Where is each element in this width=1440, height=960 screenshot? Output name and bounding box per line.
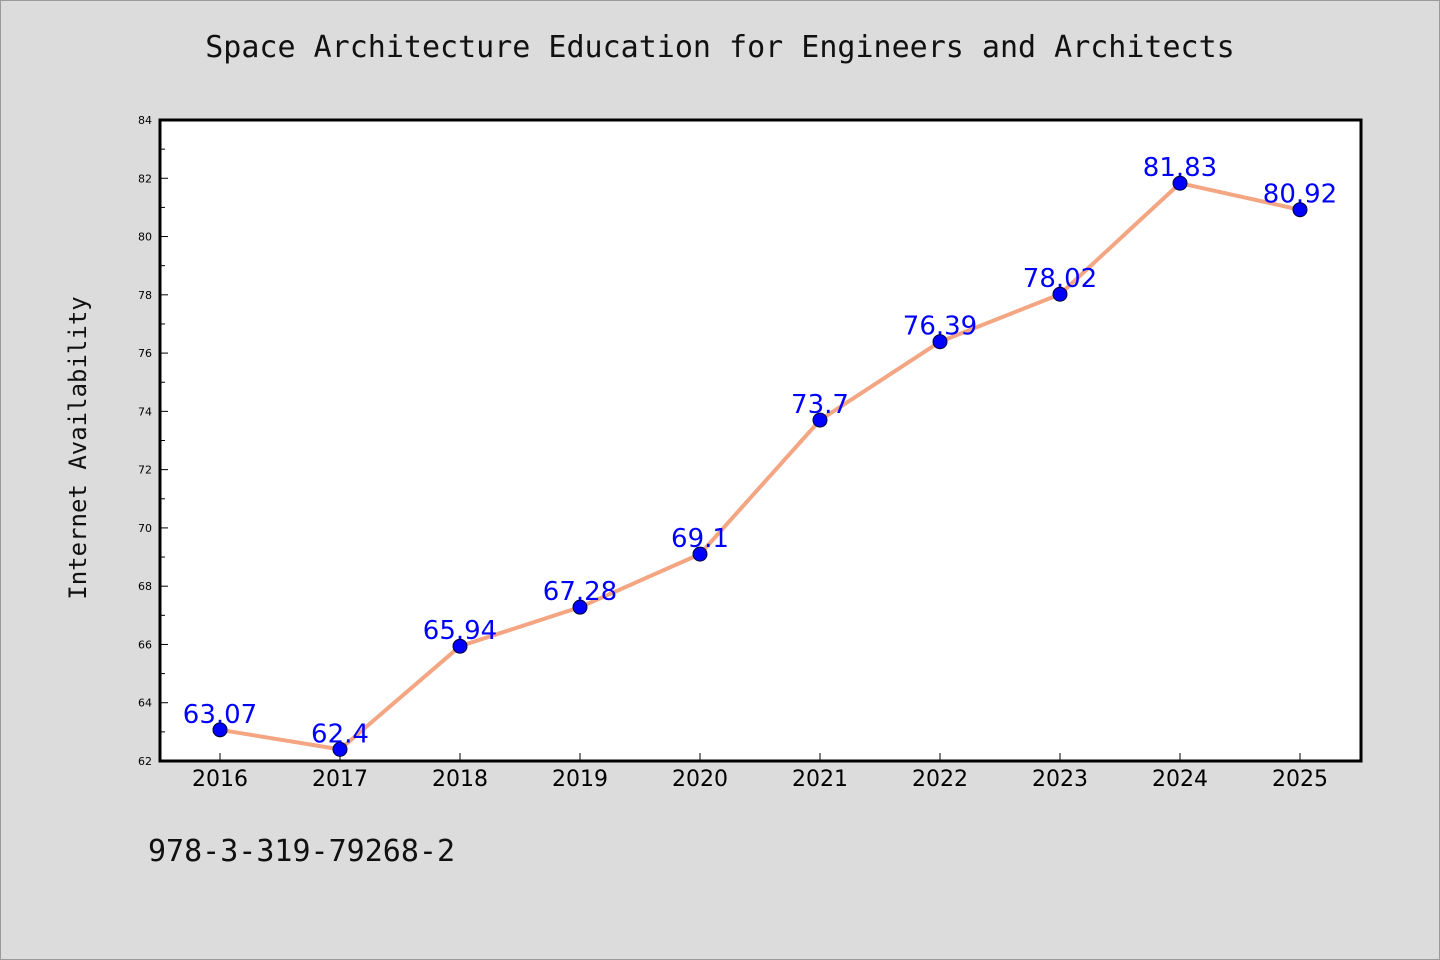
data-point xyxy=(332,741,348,757)
y-tick-label: 70 xyxy=(138,522,152,535)
y-tick-label: 72 xyxy=(138,464,152,477)
data-label: 80.92 xyxy=(1263,180,1337,210)
x-tick-label: 2016 xyxy=(192,767,248,792)
data-point xyxy=(932,334,948,350)
x-tick-label: 2023 xyxy=(1032,767,1088,792)
data-label: 63.07 xyxy=(183,700,257,730)
y-tick-label: 80 xyxy=(138,231,152,244)
data-point xyxy=(812,412,828,428)
series-line xyxy=(218,181,1302,752)
data-point xyxy=(212,722,228,738)
x-tick-label: 2021 xyxy=(792,767,848,792)
x-tick-label: 2022 xyxy=(912,767,968,792)
data-point xyxy=(572,599,588,615)
data-label: 62.4 xyxy=(311,719,369,749)
data-label: 73.7 xyxy=(791,390,849,420)
data-label: 81.83 xyxy=(1143,153,1217,183)
isbn-code: 978-3-319-79268-2 xyxy=(148,834,456,869)
plot-area xyxy=(160,120,1361,761)
data-label: 69.1 xyxy=(671,524,729,554)
data-label: 67.28 xyxy=(543,577,617,607)
data-label: 65.94 xyxy=(423,616,497,646)
y-tick-label: 66 xyxy=(138,638,152,651)
data-point xyxy=(1172,175,1188,191)
x-tick-label: 2024 xyxy=(1152,767,1208,792)
x-tick-label: 2018 xyxy=(432,767,488,792)
y-tick-label: 76 xyxy=(138,347,152,360)
chart-title: Space Architecture Education for Enginee… xyxy=(205,30,1235,65)
data-point xyxy=(452,638,468,654)
x-tick-label: 2017 xyxy=(312,767,368,792)
data-label: 78.02 xyxy=(1023,264,1097,294)
y-tick-label: 84 xyxy=(138,114,152,127)
y-tick-label: 74 xyxy=(138,405,152,418)
data-point xyxy=(1052,286,1068,302)
y-tick-label: 62 xyxy=(138,755,152,768)
data-point xyxy=(692,546,708,562)
data-point xyxy=(1292,202,1308,218)
x-tick-label: 2020 xyxy=(672,767,728,792)
data-label: 76.39 xyxy=(903,312,977,342)
y-tick-label: 82 xyxy=(138,172,152,185)
x-tick-label: 2019 xyxy=(552,767,608,792)
plot-frame xyxy=(158,118,1363,763)
y-tick-label: 78 xyxy=(138,289,152,302)
x-tick-label: 2025 xyxy=(1272,767,1328,792)
y-tick-label: 64 xyxy=(138,697,152,710)
y-tick-label: 68 xyxy=(138,580,152,593)
